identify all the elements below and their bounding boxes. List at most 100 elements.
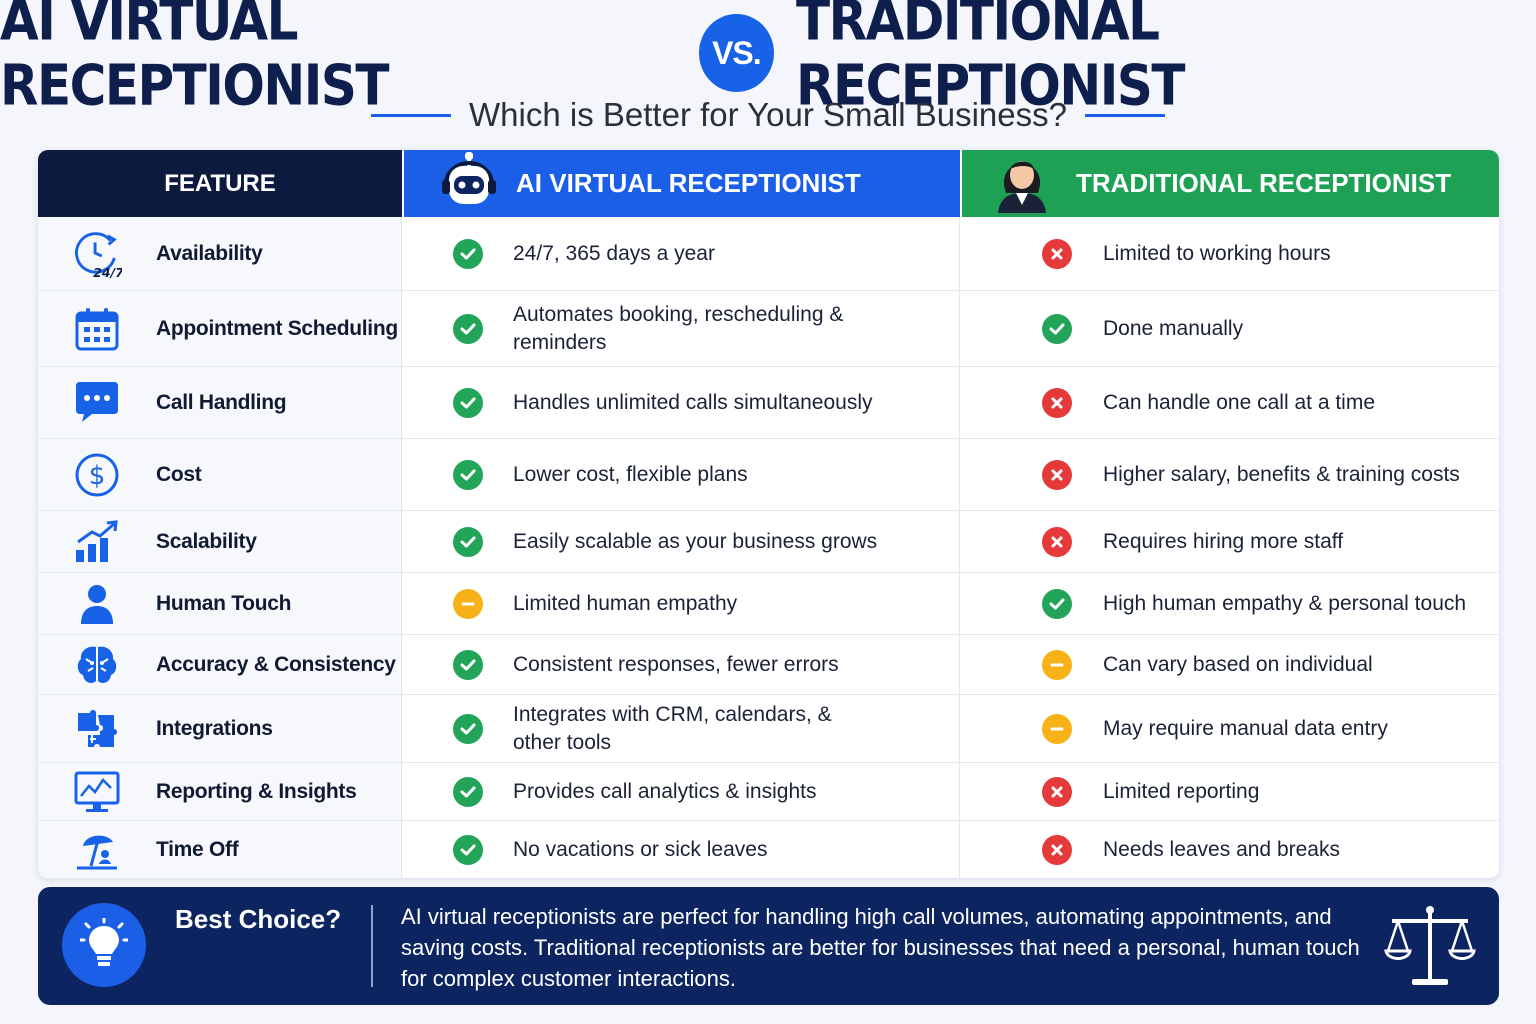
check-icon (453, 649, 483, 680)
feature-cell: 24/7 Availability (38, 217, 402, 290)
feature-cell: Appointment Scheduling (38, 291, 402, 366)
ai-cell: Lower cost, flexible plans (403, 439, 960, 510)
balance-scale-icon (1384, 903, 1476, 989)
traditional-text: Can handle one call at a time (1103, 390, 1376, 414)
title-left: AI VIRTUAL RECEPTIONIST (0, 0, 389, 118)
neutral-dash-icon (1042, 649, 1072, 680)
calendar-icon (72, 304, 122, 354)
traditional-text: Needs leaves and breaks (1103, 837, 1340, 861)
clock-24-7-icon: 24/7 (72, 229, 122, 280)
traditional-cell: Needs leaves and breaks (961, 821, 1499, 878)
table-row: Reporting & Insights Provides call analy… (38, 763, 1499, 821)
table-row: Integrations Integrates with CRM, calend… (38, 695, 1499, 763)
cross-icon (1042, 387, 1072, 418)
feature-label: Appointment Scheduling (156, 316, 398, 340)
traditional-text: Limited reporting (1103, 779, 1260, 803)
analytics-monitor-icon (72, 767, 122, 817)
svg-text:24/7: 24/7 (93, 265, 122, 280)
robot-icon (440, 150, 498, 217)
feature-cell: Scalability (38, 511, 402, 572)
ai-cell: Integrates with CRM, calendars, & other … (403, 695, 960, 762)
neutral-dash-icon (453, 588, 483, 619)
traditional-cell: Can vary based on individual (961, 635, 1499, 694)
ai-text: 24/7, 365 days a year (513, 241, 715, 265)
puzzle-icon (72, 704, 122, 754)
feature-cell: Time Off (38, 821, 402, 878)
feature-cell: Call Handling (38, 367, 402, 438)
feature-label: Accuracy & Consistency (156, 652, 396, 676)
check-icon (1042, 313, 1072, 344)
table-row: $ Cost Lower cost, flexible plans Higher… (38, 439, 1499, 511)
ai-text: No vacations or sick leaves (513, 837, 768, 861)
table-row: Human Touch Limited human empathy High h… (38, 573, 1499, 635)
best-choice-banner: Best Choice? AI virtual receptionists ar… (38, 887, 1499, 1005)
check-icon (453, 776, 483, 807)
traditional-text: Higher salary, benefits & training costs (1103, 462, 1460, 486)
ai-text: Handles unlimited calls simultaneously (513, 390, 873, 414)
header-ai: AI VIRTUAL RECEPTIONIST (404, 150, 960, 217)
traditional-cell: Limited to working hours (961, 217, 1499, 290)
person-icon (72, 579, 122, 629)
title-right: TRADITIONAL RECEPTIONIST (796, 0, 1185, 118)
page-title: AI VIRTUAL RECEPTIONIST VS. TRADITIONAL … (0, 0, 1536, 118)
ai-cell: No vacations or sick leaves (403, 821, 960, 878)
check-icon (453, 313, 483, 344)
ai-cell: Handles unlimited calls simultaneously (403, 367, 960, 438)
check-icon (453, 834, 483, 865)
beach-umbrella-icon (72, 825, 122, 875)
header-traditional: TRADITIONAL RECEPTIONIST (962, 150, 1499, 217)
header-ai-label: AI VIRTUAL RECEPTIONIST (516, 168, 861, 198)
cross-icon (1042, 459, 1072, 490)
table-row: Call Handling Handles unlimited calls si… (38, 367, 1499, 439)
traditional-text: High human empathy & personal touch (1103, 591, 1467, 615)
ai-cell: Provides call analytics & insights (403, 763, 960, 820)
traditional-cell: High human empathy & personal touch (961, 573, 1499, 634)
header-feature-label: FEATURE (164, 169, 276, 197)
traditional-text: Limited to working hours (1103, 241, 1331, 265)
traditional-text: Requires hiring more staff (1103, 529, 1344, 553)
cross-icon (1042, 776, 1072, 807)
feature-label: Human Touch (156, 591, 292, 615)
ai-cell: Easily scalable as your business grows (403, 511, 960, 572)
check-icon (1042, 588, 1072, 619)
ai-text: Automates booking, rescheduling & remind… (513, 302, 844, 354)
feature-label: Scalability (156, 529, 257, 553)
ai-text: Easily scalable as your business grows (513, 529, 878, 553)
feature-label: Call Handling (156, 390, 287, 414)
ai-cell: Consistent responses, fewer errors (403, 635, 960, 694)
traditional-text: May require manual data entry (1103, 716, 1388, 740)
traditional-text: Can vary based on individual (1103, 652, 1373, 676)
receptionist-woman-icon (994, 150, 1050, 220)
chat-bubble-icon (72, 378, 122, 428)
check-icon (453, 238, 483, 269)
vs-badge: VS. (698, 14, 775, 92)
banner-text: AI virtual receptionists are perfect for… (401, 904, 1360, 991)
traditional-cell: Higher salary, benefits & training costs (961, 439, 1499, 510)
traditional-cell: Limited reporting (961, 763, 1499, 820)
feature-cell: $ Cost (38, 439, 402, 510)
brain-icon (72, 640, 122, 690)
header-traditional-label: TRADITIONAL RECEPTIONIST (1076, 168, 1452, 198)
feature-label: Time Off (156, 837, 239, 861)
dollar-icon: $ (72, 450, 122, 500)
feature-label: Integrations (156, 716, 273, 740)
check-icon (453, 526, 483, 557)
ai-text: Limited human empathy (513, 591, 738, 615)
banner-divider (371, 905, 373, 987)
cross-icon (1042, 526, 1072, 557)
feature-label: Reporting & Insights (156, 779, 357, 803)
feature-cell: Human Touch (38, 573, 402, 634)
feature-cell: Integrations (38, 695, 402, 762)
banner-title: Best Choice? (175, 904, 342, 934)
ai-cell: Limited human empathy (403, 573, 960, 634)
check-icon (453, 713, 483, 744)
subtitle-line-right (1084, 113, 1165, 117)
traditional-cell: Can handle one call at a time (961, 367, 1499, 438)
growth-chart-icon (72, 517, 122, 567)
table-row: Appointment Scheduling Automates booking… (38, 291, 1499, 367)
comparison-table: FEATURE AI VIRTUAL RECEPTIONIST (38, 150, 1499, 878)
feature-cell: Reporting & Insights (38, 763, 402, 820)
ai-cell: Automates booking, rescheduling & remind… (403, 291, 960, 366)
subtitle: Which is Better for Your Small Business? (0, 92, 1536, 138)
traditional-cell: Done manually (961, 291, 1499, 366)
